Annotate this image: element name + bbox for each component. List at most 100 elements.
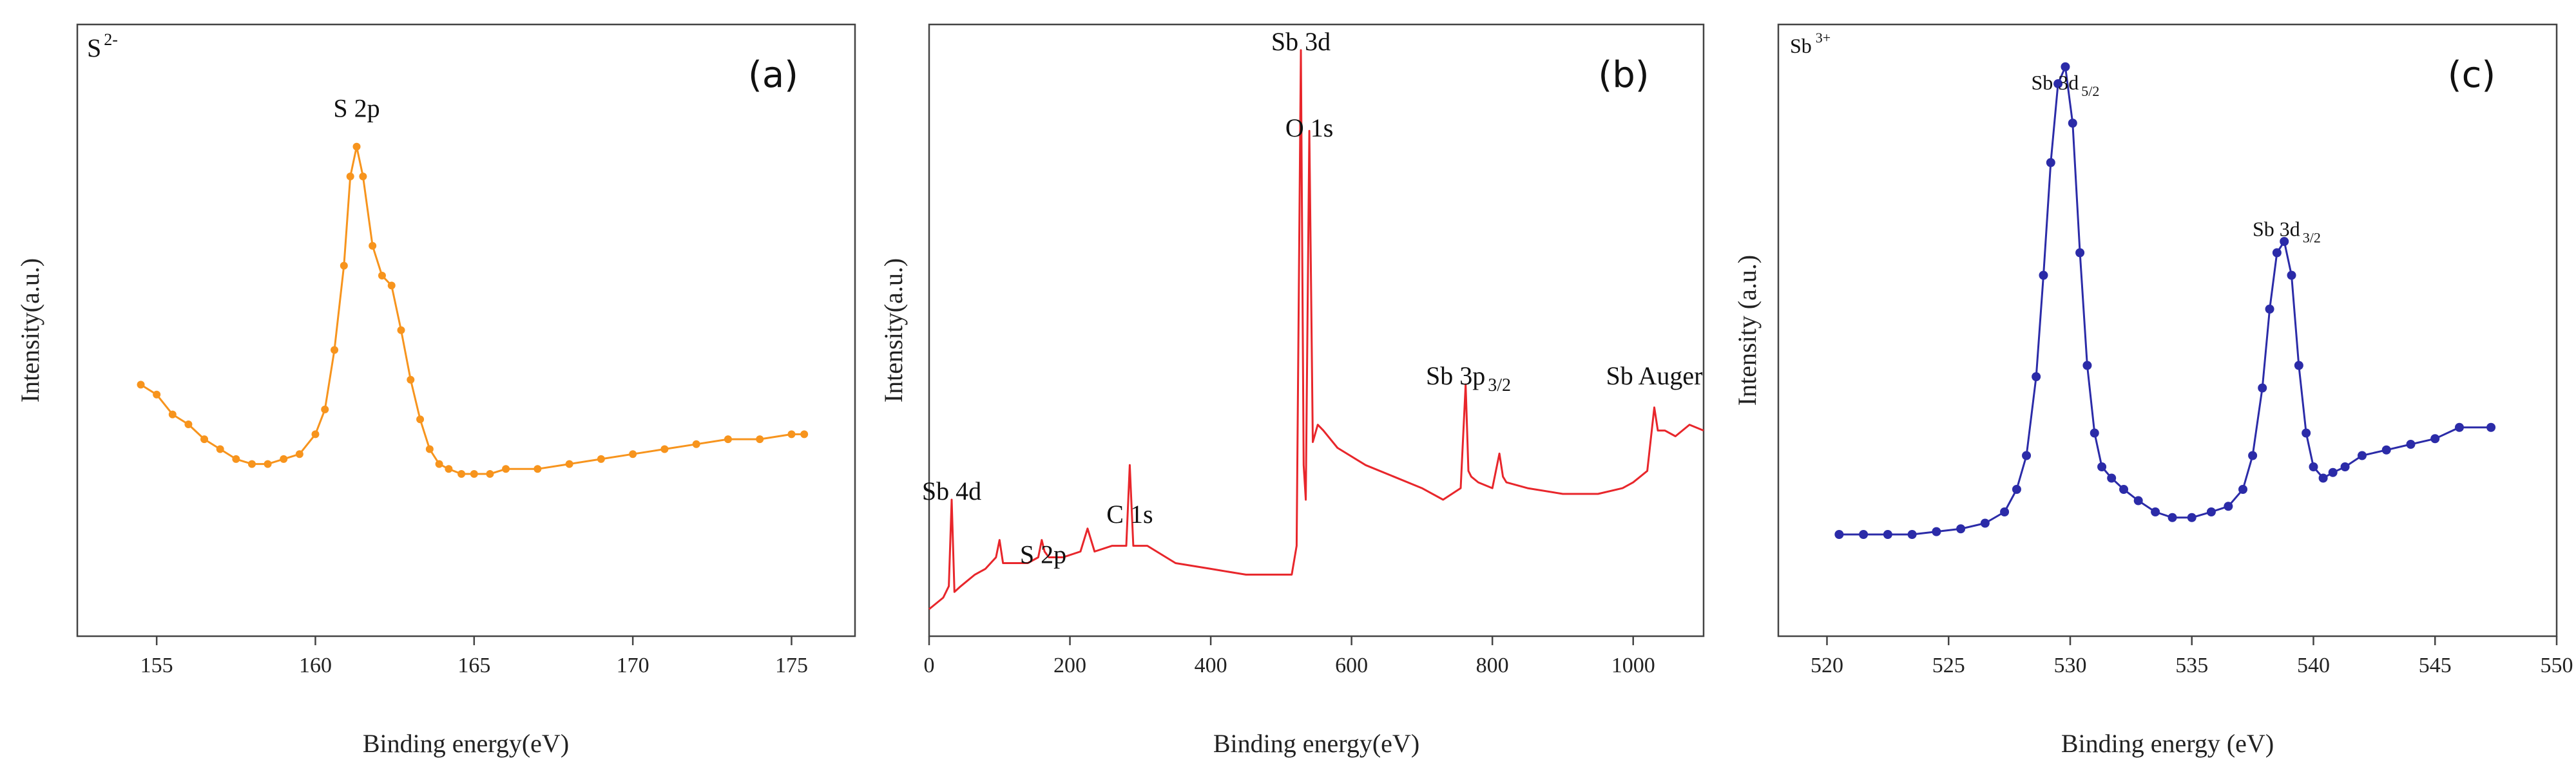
panel-b-xtick-label: 0 [924,654,935,677]
panel-a-data-point [378,272,386,279]
panel-b-xticks: 0 200 400 600 800 1000 [924,636,1655,677]
panel-c-peak-label: Sb 3d 3/2 [2253,217,2321,245]
panel-a-data-point [756,435,764,444]
panel-a-xlabel: Binding energy(eV) [363,729,569,758]
panel-a-data-point [724,435,732,444]
panel-a-data-point [425,445,434,453]
panel-c-data-point [2238,485,2248,494]
panel-b-xtick-label: 200 [1053,654,1086,677]
panel-c-data-point [2151,507,2160,516]
panel-c-data-point [1834,530,1844,539]
panel-c-data-point [2133,496,2143,505]
panel-c-data-point [2258,383,2267,393]
panel-a-data-point [407,375,415,384]
panel-a-data-point [340,261,348,270]
panel-c-plot-frame [1777,23,2558,637]
panel-c-data-point [2287,270,2296,280]
panel-a-data-point [565,460,573,468]
panel-c-data-point [2328,467,2338,477]
panel-c-xtick-label: 550 [2541,654,2573,677]
panel-c-data-point [2318,473,2328,483]
panel-a-xtick-label: 155 [140,654,173,677]
panel-b-peak-label: O 1s [1285,113,1333,142]
panel-a-data-point [232,455,240,463]
panel-c-data-point [2090,428,2099,438]
panel-c-annotations: Sb 3d 5/2 Sb 3d 3/2 [2031,71,2320,246]
panel-a-data-point [502,465,510,473]
panel-a-data-point [216,445,224,453]
panel-c-data-point [2206,507,2216,516]
panel-c-data-point [1956,524,1966,534]
panel-a-data-point [397,326,405,334]
panel-a-ylabel: Intensity(a.u.) [15,258,44,402]
panel-a-data-point [321,405,329,413]
panel-a-data-point [597,455,605,463]
panel-c-xticks: 520 525 530 535 540 545 550 [1811,636,2573,677]
panel-a-peak-label: S 2p [333,94,380,123]
panel-c-data-point [2082,361,2092,370]
panel-c-data-point [2097,462,2107,471]
panel-b-xlabel: Binding energy(eV) [1213,729,1419,758]
panel-a-label: (a) [748,54,798,96]
panel-b-plot-frame [928,23,1705,637]
panel-c-data-point [1907,530,1917,539]
panel-c-data-point [2032,372,2041,381]
panel-a-species-label: S 2- [87,30,118,62]
panel-c-data-point [2039,270,2048,280]
panel-a-data-point [457,470,466,478]
panel-b: 0 200 400 600 800 1000 Sb 3d O 1s Sb 3p 3/2 Sb Au… [879,23,1705,758]
panel-a-series [137,142,809,478]
panel-a-data-point [346,173,354,180]
panel-a-data-point [359,173,367,180]
panel-a-data-point [387,281,396,290]
panel-c-data-point [2224,502,2233,511]
panel-b-xtick-label: 400 [1195,654,1227,677]
panel-a-data-point [445,465,453,473]
panel-c-data-point [2046,158,2055,167]
panel-a-data-point [416,415,425,424]
panel-c-data-point [2000,507,2010,516]
panel-c-xtick-label: 530 [2054,654,2087,677]
panel-a: 155 160 165 170 175 S 2p S 2- (a) Binding ene… [15,23,856,758]
panel-a-data-point [692,440,700,448]
panel-c-data-point [2272,248,2282,258]
panel-c-data-point [2265,305,2274,314]
panel-c-data-point [2107,473,2117,483]
panel-c-data-point [2340,462,2350,471]
panel-c-series [1834,62,2496,539]
panel-c-data-point [2167,513,2177,522]
panel-a-data-point [311,430,320,439]
panel-b-label: (b) [1598,54,1649,96]
panel-c-data-point [2486,422,2496,432]
panel-c-data-point [1859,530,1869,539]
panel-c-species-label: Sb 3+ [1790,30,1831,57]
panel-c-xlabel: Binding energy (eV) [2061,729,2274,758]
panel-b-xtick-label: 600 [1335,654,1368,677]
panel-c-xtick-label: 535 [2175,654,2208,677]
panel-c-xtick-label: 545 [2419,654,2452,677]
panel-c-ylabel: Intensity (a.u.) [1733,255,1762,406]
panel-c-data-point [2358,451,2367,460]
panel-c-label: (c) [2448,54,2495,96]
panel-b-peak-label: Sb 4d [922,477,981,505]
panel-a-data-point [533,465,542,473]
panel-b-xtick-label: 1000 [1611,654,1655,677]
panel-b-xtick-label: 800 [1476,654,1509,677]
panel-a-annotations: S 2p [333,94,380,123]
panel-a-data-point [168,410,177,419]
panel-a-data-point [153,390,161,399]
panel-a-data-point [435,460,443,468]
panel-a-xtick-label: 165 [457,654,490,677]
panel-c-peak-label: Sb 3d 5/2 [2031,71,2099,99]
panel-a-data-point [800,430,809,439]
panel-c-data-point [2022,451,2032,460]
panel-c-data-point [2248,451,2258,460]
panel-a-data-point [486,470,494,478]
panel-a-data-point [280,455,288,463]
panel-c-data-point [2455,422,2464,432]
panel-c-data-point [2381,445,2391,455]
panel-a-xtick-label: 160 [299,654,332,677]
panel-a-data-point [470,470,478,478]
panel-c-data-point [2430,434,2440,444]
